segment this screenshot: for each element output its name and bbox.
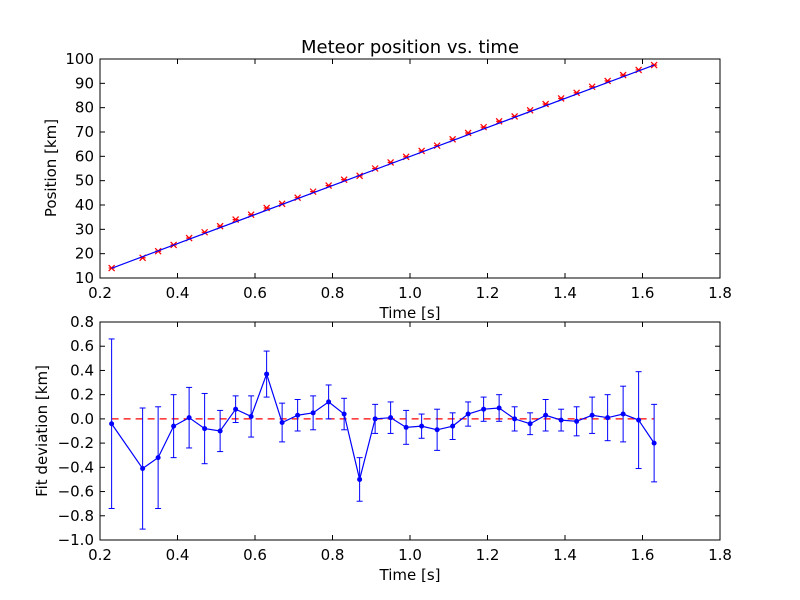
y-tick-label: 60	[75, 147, 94, 165]
x-tick-label: 0.2	[88, 284, 112, 302]
data-point	[574, 418, 580, 424]
data-point	[527, 421, 533, 427]
deviation-plot: Time [s] Fit deviation [km] 0.2 0.4 0.6 0.8…	[33, 313, 732, 584]
y-tick-label: 0.4	[70, 361, 94, 379]
data-point	[496, 405, 502, 411]
y-tick-label: 20	[75, 245, 94, 263]
y-tick-label: −0.6	[58, 483, 94, 501]
x-tick-label: 1.2	[476, 284, 500, 302]
data-point	[264, 371, 270, 377]
data-point	[233, 406, 239, 412]
x-tick-label: 1.8	[708, 284, 732, 302]
data-point	[419, 423, 425, 429]
data-point	[558, 417, 564, 423]
y-tick-label: −0.2	[58, 434, 94, 452]
data-point	[605, 415, 611, 421]
y-tick-label: −1.0	[58, 531, 94, 549]
data-point	[171, 423, 177, 429]
deviation-line	[111, 372, 655, 480]
x-tick-label: 0.8	[321, 546, 345, 564]
data-point	[403, 424, 409, 430]
position-plot: Meteor position vs. time Time [s] Positi…	[42, 37, 732, 322]
x-tick-label: 1.6	[631, 546, 655, 564]
data-point	[341, 411, 347, 417]
x-tick-label: 1.4	[553, 546, 577, 564]
data-point	[620, 411, 626, 417]
x-axis-label: Time [s]	[379, 304, 441, 322]
y-tick-label: −0.4	[58, 458, 94, 476]
y-tick-label: 40	[75, 196, 94, 214]
x-tick-label: 0.4	[166, 546, 190, 564]
y-tick-label: 80	[75, 99, 94, 117]
y-axis-label: Position [km]	[42, 119, 60, 217]
data-point	[310, 410, 316, 416]
data-point	[636, 417, 642, 423]
data-point	[326, 399, 332, 405]
y-tick-label: 70	[75, 123, 94, 141]
data-point	[202, 426, 208, 432]
x-tick-label: 1.4	[553, 284, 577, 302]
data-point	[279, 420, 285, 426]
data-point	[186, 415, 192, 421]
data-marks	[108, 61, 658, 272]
data-point	[357, 476, 363, 482]
chart-title: Meteor position vs. time	[301, 37, 519, 58]
x-tick-label: 0.8	[321, 284, 345, 302]
data-point	[589, 412, 595, 418]
x-tick-label: 1.0	[398, 284, 422, 302]
y-tick-label: 0.2	[70, 386, 94, 404]
y-axis-label: Fit deviation [km]	[33, 365, 51, 497]
y-tick-label: 30	[75, 220, 94, 238]
y-ticks: −1.0 −0.8 −0.6 −0.4 −0.2 0.0 0.2 0.4 0.6 0.8	[58, 313, 720, 549]
data-point	[155, 455, 161, 461]
y-tick-label: 0.0	[70, 410, 94, 428]
x-tick-label: 0.6	[243, 284, 267, 302]
y-ticks: 10 20 30 40 50 60 70 80 90 100	[65, 50, 720, 287]
y-tick-label: 10	[75, 269, 94, 287]
x-tick-label: 0.6	[243, 546, 267, 564]
data-point	[372, 416, 378, 422]
x-tick-label: 1.8	[708, 546, 732, 564]
y-tick-label: 100	[65, 50, 94, 68]
fit-line	[111, 64, 655, 269]
x-ticks: 0.2 0.4 0.6 0.8 1.0 1.2 1.4 1.6 1.8	[88, 322, 732, 564]
x-tick-label: 0.4	[166, 284, 190, 302]
data-point	[217, 428, 223, 434]
y-tick-label: 50	[75, 172, 94, 190]
data-point	[295, 412, 301, 418]
data-point	[450, 423, 456, 429]
x-ticks: 0.2 0.4 0.6 0.8 1.0 1.2 1.4 1.6 1.8	[88, 59, 732, 302]
x-tick-label: 0.2	[88, 546, 112, 564]
data-point	[465, 411, 471, 417]
data-point	[651, 440, 657, 446]
y-tick-label: 0.6	[70, 337, 94, 355]
x-axis-label: Time [s]	[379, 566, 441, 584]
plot-frame	[99, 321, 721, 541]
data-marks	[108, 338, 658, 530]
y-tick-label: 90	[75, 74, 94, 92]
data-point	[481, 406, 487, 412]
y-tick-label: 0.8	[70, 313, 94, 331]
x-tick-label: 1.2	[476, 546, 500, 564]
x-tick-label: 1.6	[631, 284, 655, 302]
x-tick-label: 1.0	[398, 546, 422, 564]
y-tick-label: −0.8	[58, 507, 94, 525]
data-point	[248, 413, 254, 419]
data-point	[109, 421, 115, 427]
plot-frame	[99, 58, 721, 279]
data-point	[388, 415, 394, 421]
data-point	[543, 412, 549, 418]
data-point	[434, 427, 440, 433]
data-point	[140, 466, 146, 472]
data-point	[512, 416, 518, 422]
